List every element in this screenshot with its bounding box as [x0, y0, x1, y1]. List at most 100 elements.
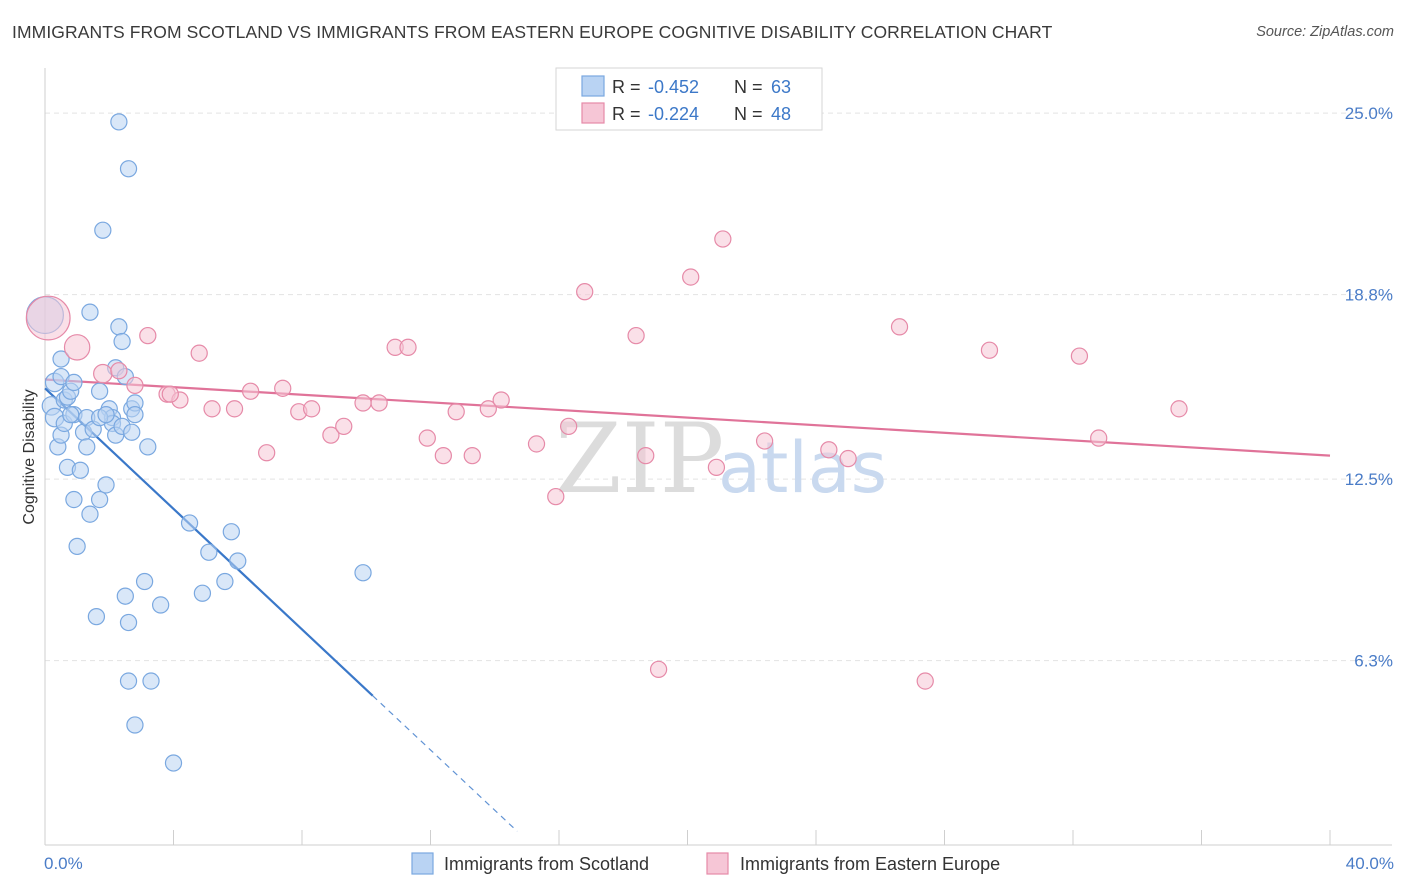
legend-n-label-scotland: N =: [734, 77, 763, 97]
eastern-europe-point-24: [447, 403, 465, 421]
eastern-europe-point-4: [126, 376, 144, 395]
eastern-europe-point-10: [225, 400, 244, 418]
data-points: [25, 113, 1188, 772]
scotland-point-40: [119, 672, 138, 690]
scotland-point-42: [119, 160, 138, 178]
y-axis-label: Cognitive Disability: [21, 389, 38, 524]
x-tick-labels: 0.0% 40.0%: [44, 854, 1394, 873]
scotland-point-61: [62, 406, 80, 424]
scotland-point-25: [90, 382, 109, 400]
scotland-point-35: [110, 113, 128, 131]
legend-r-value-eastern-europe: -0.224: [648, 104, 699, 124]
scotland-point-24: [87, 608, 106, 626]
eastern-europe-point-21: [399, 338, 417, 356]
eastern-europe-point-2: [93, 363, 113, 384]
scotland-point-50: [142, 672, 160, 690]
eastern-europe-point-28: [527, 435, 546, 453]
scotland-point-17: [71, 461, 89, 479]
axes: [44, 68, 1392, 846]
eastern-europe-point-43: [980, 341, 999, 359]
scotland-point-15: [65, 490, 83, 509]
eastern-europe-point-22: [418, 429, 436, 447]
eastern-europe-point-12: [258, 444, 276, 462]
eastern-europe-point-13: [274, 379, 292, 397]
legend-n-value-eastern-europe: 48: [771, 104, 791, 124]
legend-swatch-scotland: [581, 75, 605, 97]
scotland-point-22: [81, 303, 99, 321]
scotland-point-62: [97, 406, 115, 424]
x-tick-label-max: 40.0%: [1346, 854, 1394, 873]
scotland-point-28: [97, 476, 115, 494]
eastern-europe-point-5: [139, 326, 157, 345]
eastern-europe-point-38: [755, 432, 774, 450]
scotland-point-27: [94, 221, 112, 239]
scotland-point-59: [354, 564, 372, 582]
chart-title: IMMIGRANTS FROM SCOTLAND VS IMMIGRANTS F…: [12, 22, 1053, 42]
eastern-europe-point-44: [1070, 347, 1089, 365]
legend-swatch-eastern-europe: [581, 102, 605, 124]
scotland-point-44: [123, 423, 141, 441]
source-credit: Source: ZipAtlas.com: [1256, 24, 1394, 40]
eastern-europe-point-46: [1170, 400, 1188, 418]
scotland-point-39: [116, 587, 134, 605]
scotland-point-16: [68, 537, 86, 556]
scotland-point-57: [222, 523, 240, 541]
eastern-europe-point-23: [434, 446, 453, 465]
scotland-trend-line: [44, 387, 374, 697]
scotland-point-54: [193, 584, 212, 602]
scotland-point-21: [81, 505, 99, 523]
eastern-europe-point-35: [682, 268, 700, 286]
eastern-europe-point-11: [241, 382, 260, 400]
eastern-europe-point-39: [820, 441, 838, 459]
eastern-europe-point-18: [354, 394, 372, 412]
scotland-point-5: [52, 350, 70, 368]
scotland-point-26: [90, 490, 109, 509]
eastern-europe-point-36: [707, 458, 726, 477]
scotland-point-13: [65, 373, 83, 392]
legend-n-label-eastern-europe: N =: [734, 104, 763, 124]
eastern-europe-point-16: [322, 426, 340, 444]
eastern-europe-point-1: [63, 334, 91, 361]
eastern-europe-point-17: [335, 417, 353, 436]
y-tick-label-2: 18.8%: [1345, 286, 1393, 305]
x-tick-label-min: 0.0%: [44, 854, 83, 873]
y-tick-labels: 6.3% 12.5% 18.8% 25.0%: [1345, 104, 1393, 670]
legend-r-label-scotland: R =: [612, 77, 641, 97]
y-tick-label-0: 6.3%: [1354, 652, 1393, 671]
scotland-point-41: [119, 613, 138, 632]
scotland-point-51: [151, 596, 170, 614]
scotland-point-56: [216, 572, 234, 591]
bottom-legend-label-eastern-europe: Immigrants from Eastern Europe: [740, 854, 1000, 874]
scotland-point-46: [126, 716, 144, 734]
eastern-europe-point-31: [576, 283, 594, 301]
eastern-europe-point-8: [190, 344, 208, 362]
scotland-point-48: [135, 572, 154, 591]
legend-r-label-eastern-europe: R =: [612, 104, 641, 124]
scotland-point-34: [110, 318, 128, 336]
bottom-legend-swatch-scotland: [411, 852, 434, 875]
scotland-point-49: [139, 438, 157, 456]
eastern-europe-point-34: [649, 660, 668, 679]
scotland-point-55: [200, 543, 218, 561]
scotland-point-47: [126, 406, 144, 424]
eastern-europe-point-3: [110, 362, 128, 380]
eastern-europe-point-19: [370, 394, 388, 412]
legend-r-value-scotland: -0.452: [648, 77, 699, 97]
legend: R = -0.452 N = 63 R = -0.224 N = 48: [555, 67, 823, 131]
eastern-europe-point-26: [479, 400, 497, 418]
eastern-europe-point-40: [839, 449, 857, 468]
bottom-legend: Immigrants from Scotland Immigrants from…: [411, 852, 1000, 875]
y-tick-label-3: 25.0%: [1345, 104, 1393, 123]
scotland-point-36: [113, 332, 131, 351]
scotland-trend-extension: [372, 695, 518, 832]
bottom-legend-label-scotland: Immigrants from Scotland: [444, 854, 649, 874]
eastern-europe-point-37: [714, 230, 732, 248]
eastern-europe-point-29: [547, 487, 565, 506]
scotland-point-19: [78, 438, 96, 456]
eastern-europe-point-9: [203, 400, 221, 418]
eastern-europe-point-41: [890, 318, 909, 336]
watermark-atlas: atlas: [718, 427, 887, 509]
scotland-point-52: [164, 754, 183, 772]
eastern-europe-point-32: [627, 326, 645, 345]
